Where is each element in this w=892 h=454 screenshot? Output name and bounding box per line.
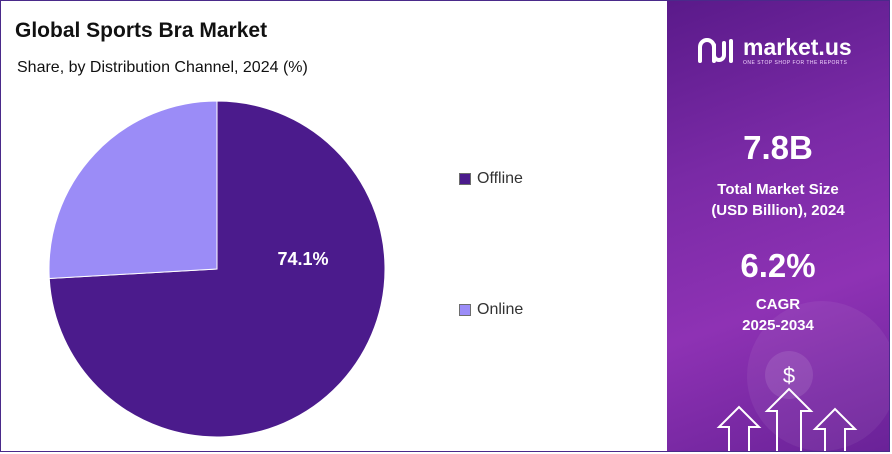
- chart-panel: Global Sports Bra Market Share, by Distr…: [1, 1, 667, 451]
- legend-swatch-online: [459, 304, 471, 316]
- brand-tagline: ONE STOP SHOP FOR THE REPORTS: [743, 60, 848, 66]
- cagr-label-line1: CAGR: [755, 296, 801, 313]
- pie-slice-online: [48, 100, 218, 280]
- market-size-label-line1: Total Market Size: [717, 181, 839, 198]
- market-size-label-line2: (USD Billion), 2024: [711, 202, 845, 219]
- brand-name: market.us: [743, 34, 852, 60]
- brand: market.us ONE STOP SHOP FOR THE REPORTS: [697, 35, 852, 67]
- cagr-value: 6.2%: [740, 247, 816, 284]
- legend-item-online: Online: [459, 301, 523, 319]
- growth-arrows-icon: $: [716, 351, 858, 451]
- legend-item-offline: Offline: [459, 170, 523, 188]
- legend-swatch-offline: [459, 173, 471, 185]
- legend-label-online: Online: [477, 301, 524, 318]
- pie-chart: 74.1%: [48, 100, 386, 438]
- chart-subtitle: Share, by Distribution Channel, 2024 (%): [17, 59, 308, 76]
- legend-label-offline: Offline: [477, 170, 523, 187]
- chart-title: Global Sports Bra Market: [15, 19, 268, 42]
- cagr-label-line2: 2025-2034: [742, 317, 814, 334]
- pie-label-offline: 74.1%: [277, 249, 328, 269]
- dollar-symbol: $: [783, 363, 795, 388]
- stats-panel: market.us ONE STOP SHOP FOR THE REPORTS …: [667, 1, 889, 451]
- market-us-logo-icon: [698, 38, 733, 63]
- market-size-value: 7.8B: [743, 129, 813, 166]
